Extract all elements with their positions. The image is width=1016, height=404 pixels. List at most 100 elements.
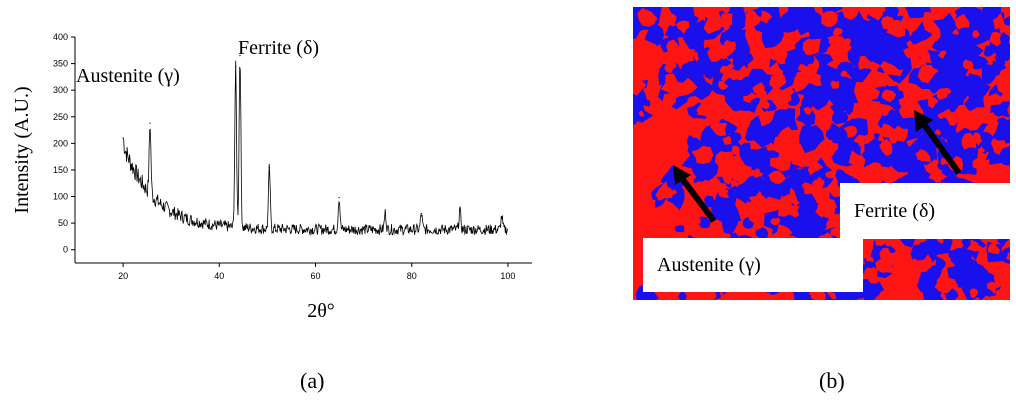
austenite-grain <box>752 82 766 98</box>
austenite-grain <box>928 95 939 109</box>
x-tick-label: 40 <box>214 271 224 281</box>
austenite-grain <box>972 30 980 38</box>
ferrite-grain <box>695 169 705 180</box>
austenite-grain <box>696 101 707 115</box>
austenite-grain <box>1002 281 1010 294</box>
austenite-grain <box>842 7 860 21</box>
caption-b: (b) <box>819 368 845 393</box>
ferrite-grain <box>833 169 850 182</box>
austenite-grain <box>807 161 824 176</box>
peak-points <box>122 55 503 218</box>
austenite-grain <box>797 153 807 163</box>
austenite-grain <box>801 182 815 195</box>
austenite-grain <box>718 81 729 90</box>
austenite-grain <box>661 93 677 109</box>
ferrite-grain <box>839 18 861 36</box>
austenite-grain <box>811 176 825 195</box>
ferrite-grain <box>924 265 942 282</box>
austenite-grain <box>679 48 696 63</box>
austenite-grain <box>766 61 783 77</box>
austenite-grain <box>910 43 919 55</box>
y-tick-label: 50 <box>58 218 68 228</box>
austenite-grain <box>811 179 819 186</box>
austenite-grain <box>828 158 835 166</box>
austenite-grain <box>830 186 843 197</box>
ferrite-grain <box>810 12 823 28</box>
ferrite-grain <box>814 53 834 68</box>
austenite-grain <box>797 64 809 74</box>
ferrite-grain <box>704 194 715 208</box>
austenite-grain <box>961 132 977 150</box>
ferrite-grain <box>848 58 872 83</box>
peak-point <box>149 122 151 124</box>
ferrite-grain <box>633 12 649 39</box>
austenite-grain <box>825 169 837 179</box>
austenite-grain <box>709 121 728 137</box>
peak-point <box>122 137 124 139</box>
ferrite-grain <box>786 91 800 106</box>
austenite-grain <box>986 173 999 186</box>
austenite-grain <box>964 110 984 131</box>
austenite-grain <box>642 84 659 102</box>
austenite-grain <box>737 174 748 186</box>
ferrite-grain <box>829 87 843 101</box>
austenite-grain <box>729 110 748 130</box>
austenite-grain <box>768 170 786 184</box>
austenite-grain <box>898 19 911 30</box>
ferrite-grain <box>677 290 688 300</box>
austenite-grain <box>634 121 650 137</box>
austenite-grain <box>995 289 1005 297</box>
xrd-series-line <box>122 60 508 237</box>
austenite-grain <box>946 116 957 126</box>
ferrite-grain <box>775 11 805 33</box>
austenite-grain <box>935 129 941 136</box>
austenite-grain <box>773 89 792 108</box>
austenite-grain <box>986 281 1001 295</box>
ferrite-grain <box>953 256 980 287</box>
ferrite-grain <box>635 284 659 300</box>
ferrite-grain <box>761 125 783 147</box>
ferrite-grain <box>861 39 878 56</box>
austenite-grain <box>882 167 902 185</box>
austenite-grain <box>928 168 942 183</box>
y-tick-label: 200 <box>53 138 68 148</box>
austenite-grain <box>660 199 679 218</box>
austenite-grain <box>917 254 933 270</box>
austenite-grain <box>826 220 835 229</box>
austenite-grain <box>746 10 763 27</box>
ferrite-grain <box>828 122 849 150</box>
austenite-grain <box>862 245 871 256</box>
austenite-grain <box>983 120 999 137</box>
austenite-grain <box>762 110 776 124</box>
austenite-grain <box>865 7 884 21</box>
ferrite-grain <box>939 29 954 45</box>
austenite-grain <box>655 181 674 201</box>
xrd-chart-panel: 0 50 100 150 200 250 300 350 400 20 40 60 80 100 Int… <box>11 32 532 393</box>
austenite-grain <box>879 61 899 76</box>
y-tick-label: 150 <box>53 165 68 175</box>
peak-point <box>459 209 461 211</box>
austenite-grain <box>636 145 659 165</box>
ferrite-grain <box>755 227 769 239</box>
austenite-grain <box>881 89 897 103</box>
ferrite-grain <box>721 210 739 235</box>
arrow-ferrite <box>914 110 962 175</box>
austenite-grain <box>639 201 646 209</box>
austenite-grain <box>916 41 929 58</box>
austenite-grain <box>720 7 731 14</box>
austenite-grain <box>718 189 729 198</box>
austenite-grain <box>985 112 999 123</box>
austenite-grain <box>915 151 922 158</box>
austenite-grain <box>805 72 822 86</box>
austenite-grain <box>922 65 939 79</box>
ferrite-grain <box>957 37 984 66</box>
y-tick-label: 350 <box>53 59 68 69</box>
austenite-grain <box>729 178 739 188</box>
austenite-grain <box>828 292 837 300</box>
peak-point <box>235 65 237 67</box>
ferrite-grain <box>700 161 719 179</box>
peak-point <box>420 212 422 215</box>
austenite-grain <box>865 255 874 263</box>
austenite-grain <box>770 46 788 63</box>
ferrite-grain <box>873 147 884 164</box>
